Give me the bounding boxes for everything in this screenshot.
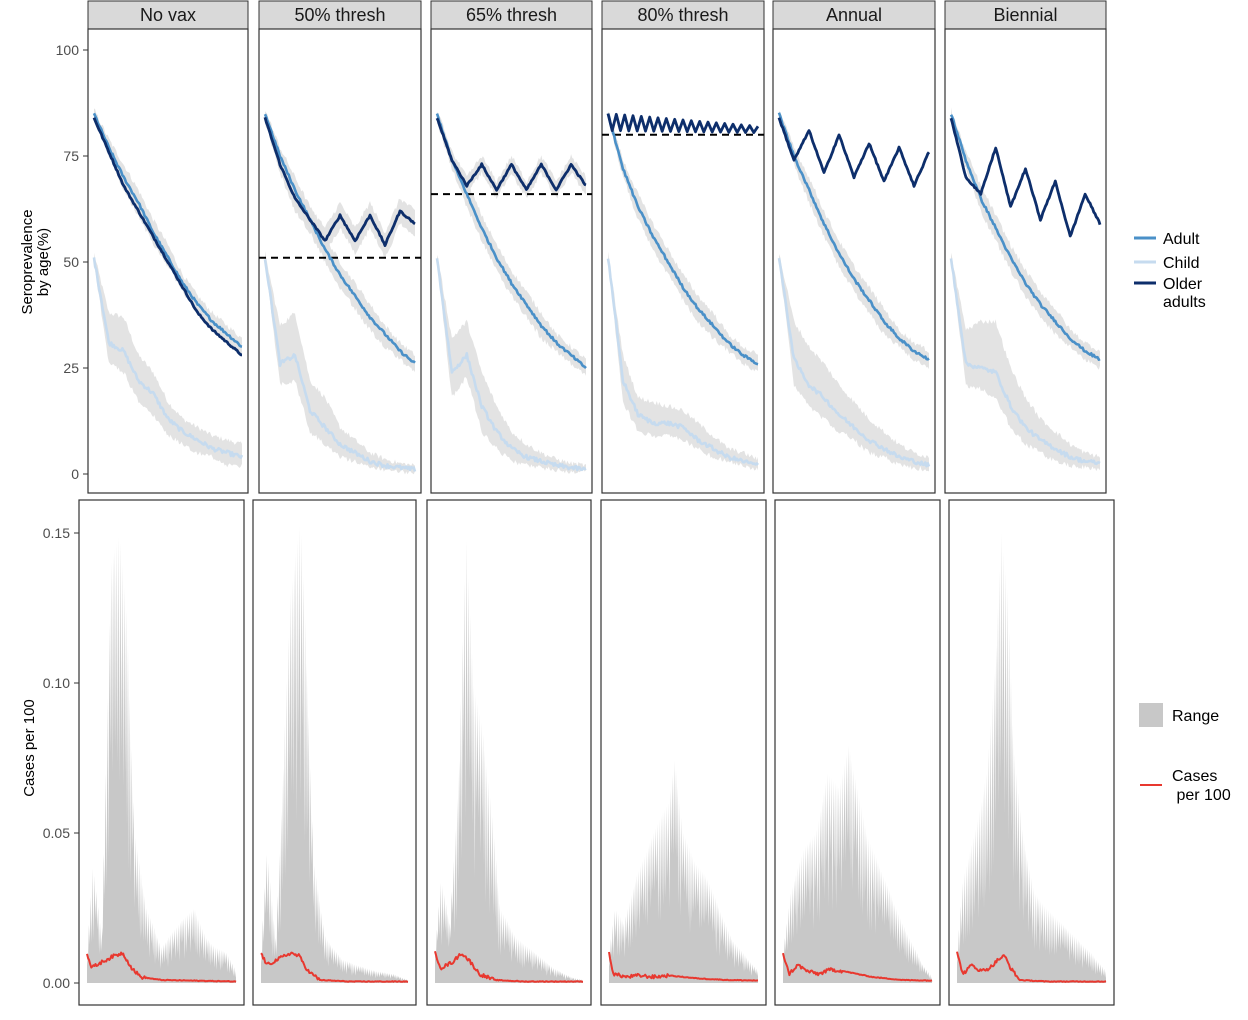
- legend-label: Range: [1172, 708, 1219, 725]
- older-adults-line: [949, 117, 1102, 238]
- y-tick-label: 25: [63, 360, 79, 376]
- child-band: [608, 251, 758, 471]
- facet-label: Biennial: [993, 5, 1057, 25]
- panel-no-vax: No vax: [87, 0, 249, 494]
- panel-frame: [258, 28, 422, 494]
- adult-band: [437, 111, 586, 376]
- y-tick-label: 0.05: [43, 825, 70, 841]
- child-band: [437, 255, 586, 474]
- range-area: [609, 760, 758, 983]
- facet-strip: [258, 0, 422, 30]
- child-line: [435, 258, 587, 472]
- legend-label: Older adults: [1163, 276, 1206, 311]
- child-line: [606, 258, 759, 466]
- facet-label: Annual: [826, 5, 882, 25]
- y-tick-label: 50: [63, 254, 79, 270]
- y-axis-title: Seroprevalenceby age(%): [19, 209, 52, 314]
- facet-label: 80% thresh: [637, 5, 728, 25]
- cases-line: [956, 951, 1107, 983]
- cases-panel-50pct-thresh: [252, 499, 417, 1006]
- seroprevalence-y-axis: 0 25 50 75 100 Seroprevalenceby age(%): [19, 42, 88, 482]
- cases-panel-no-vax: [78, 499, 245, 1006]
- legend-label: Cases per 100: [1172, 768, 1231, 804]
- cases-y-axis: 0.00 0.05 0.10 0.15 Cases per 100: [21, 525, 79, 991]
- range-area: [87, 536, 236, 983]
- cases-line: [434, 951, 583, 983]
- y-tick-label: 0.10: [43, 675, 70, 691]
- cases-line: [260, 951, 409, 983]
- facet-strip: [430, 0, 593, 30]
- cases-line: [86, 951, 237, 983]
- facet-strip: [944, 0, 1107, 30]
- cases-line: [608, 951, 759, 982]
- adult-line: [435, 113, 587, 370]
- child-line: [263, 259, 417, 472]
- older-adults-line: [435, 117, 587, 192]
- child-band: [265, 251, 415, 475]
- older-adults-line: [263, 116, 416, 247]
- facet-label: No vax: [140, 5, 196, 25]
- adult-line: [949, 114, 1101, 361]
- adult-line: [777, 112, 930, 361]
- older-adults-line: [606, 112, 760, 134]
- panel-80pct-thresh: 80% thresh: [601, 0, 765, 494]
- cases-panel-biennial: [948, 499, 1115, 1006]
- panel-frame: [430, 28, 593, 494]
- y-tick-label: 0.15: [43, 525, 70, 541]
- panel-frame: [426, 499, 592, 1006]
- cases-panel-annual: [774, 499, 941, 1006]
- cases-panels: [78, 499, 1115, 1006]
- adult-band: [951, 107, 1100, 370]
- facet-label: 50% thresh: [294, 5, 385, 25]
- panel-50pct-thresh: 50% thresh: [258, 0, 422, 494]
- adult-line: [92, 112, 243, 348]
- child-line: [92, 257, 244, 459]
- y-tick-label: 0: [71, 466, 79, 482]
- cases-line: [782, 952, 933, 982]
- y-tick-label: 75: [63, 148, 79, 164]
- panel-65pct-thresh: 65% thresh: [430, 0, 593, 494]
- seroprevalence-panels: No vax 50% thresh 65% thresh 80% thresh Annu…: [87, 0, 1107, 494]
- child-line: [777, 257, 931, 468]
- y-tick-label: 0.00: [43, 975, 70, 991]
- range-area: [783, 744, 932, 983]
- seroprevalence-legend: Adult Child Older adults: [1134, 231, 1206, 311]
- adult-band: [265, 111, 415, 373]
- panel-biennial: Biennial: [944, 0, 1107, 494]
- older-band: [265, 113, 415, 259]
- cases-panel-65pct-thresh: [426, 499, 592, 1006]
- legend-key-range: [1139, 703, 1163, 727]
- cases-legend: Range Cases per 100: [1139, 703, 1231, 804]
- adult-band: [779, 110, 929, 370]
- y-tick-label: 100: [56, 42, 80, 58]
- panel-annual: Annual: [772, 0, 936, 494]
- range-area: [261, 526, 408, 983]
- facet-label: 65% thresh: [466, 5, 557, 25]
- child-band: [94, 252, 242, 468]
- adult-line: [606, 113, 759, 366]
- y-axis-title: Cases per 100: [21, 699, 38, 797]
- adult-line: [263, 113, 416, 364]
- range-area: [957, 533, 1106, 983]
- older-adults-line: [92, 117, 243, 357]
- range-area: [435, 540, 583, 983]
- legend-label: Child: [1163, 255, 1199, 272]
- facet-strip: [772, 0, 936, 30]
- facet-strip: [87, 0, 249, 30]
- cases-panel-80pct-thresh: [600, 499, 767, 1006]
- older-adults-line: [777, 117, 931, 188]
- legend-label: Adult: [1163, 231, 1200, 248]
- facet-strip: [601, 0, 765, 30]
- child-line: [949, 258, 1101, 466]
- adult-band: [94, 108, 242, 358]
